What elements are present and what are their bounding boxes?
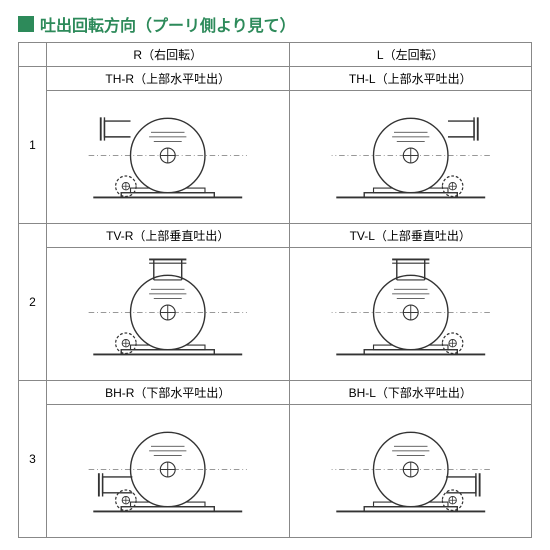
variant-label-TH-R: TH-R（上部水平吐出） [47, 67, 290, 91]
variant-label-TV-L: TV-L（上部垂直吐出） [289, 224, 532, 248]
row-number: 1 [19, 67, 47, 224]
table-corner [19, 43, 47, 67]
variant-label-BH-R: BH-R（下部水平吐出） [47, 381, 290, 405]
diagram-cell-TV-L [289, 248, 532, 381]
page-title: 吐出回転方向（プーリ側より見て） [40, 12, 296, 36]
page-title-row: 吐出回転方向（プーリ側より見て） [18, 12, 532, 36]
fan-diagram-th-R [51, 95, 285, 216]
column-header-L: L（左回転） [289, 43, 532, 67]
fan-diagram-bh-L [294, 409, 528, 530]
fan-diagram-bh-R [51, 409, 285, 530]
row-number: 3 [19, 381, 47, 538]
fan-diagram-tv-R [51, 252, 285, 373]
diagram-cell-TH-R [47, 91, 290, 224]
column-header-R: R（右回転） [47, 43, 290, 67]
diagram-cell-BH-R [47, 405, 290, 538]
diagram-cell-TH-L [289, 91, 532, 224]
fan-diagram-th-L [294, 95, 528, 216]
rotation-direction-table: R（右回転）L（左回転） 1TH-R（上部水平吐出）TH-L（上部水平吐出） [18, 42, 532, 538]
row-number: 2 [19, 224, 47, 381]
variant-label-BH-L: BH-L（下部水平吐出） [289, 381, 532, 405]
title-square-icon [18, 16, 34, 32]
variant-label-TH-L: TH-L（上部水平吐出） [289, 67, 532, 91]
diagram-cell-TV-R [47, 248, 290, 381]
fan-diagram-tv-L [294, 252, 528, 373]
variant-label-TV-R: TV-R（上部垂直吐出） [47, 224, 290, 248]
diagram-cell-BH-L [289, 405, 532, 538]
